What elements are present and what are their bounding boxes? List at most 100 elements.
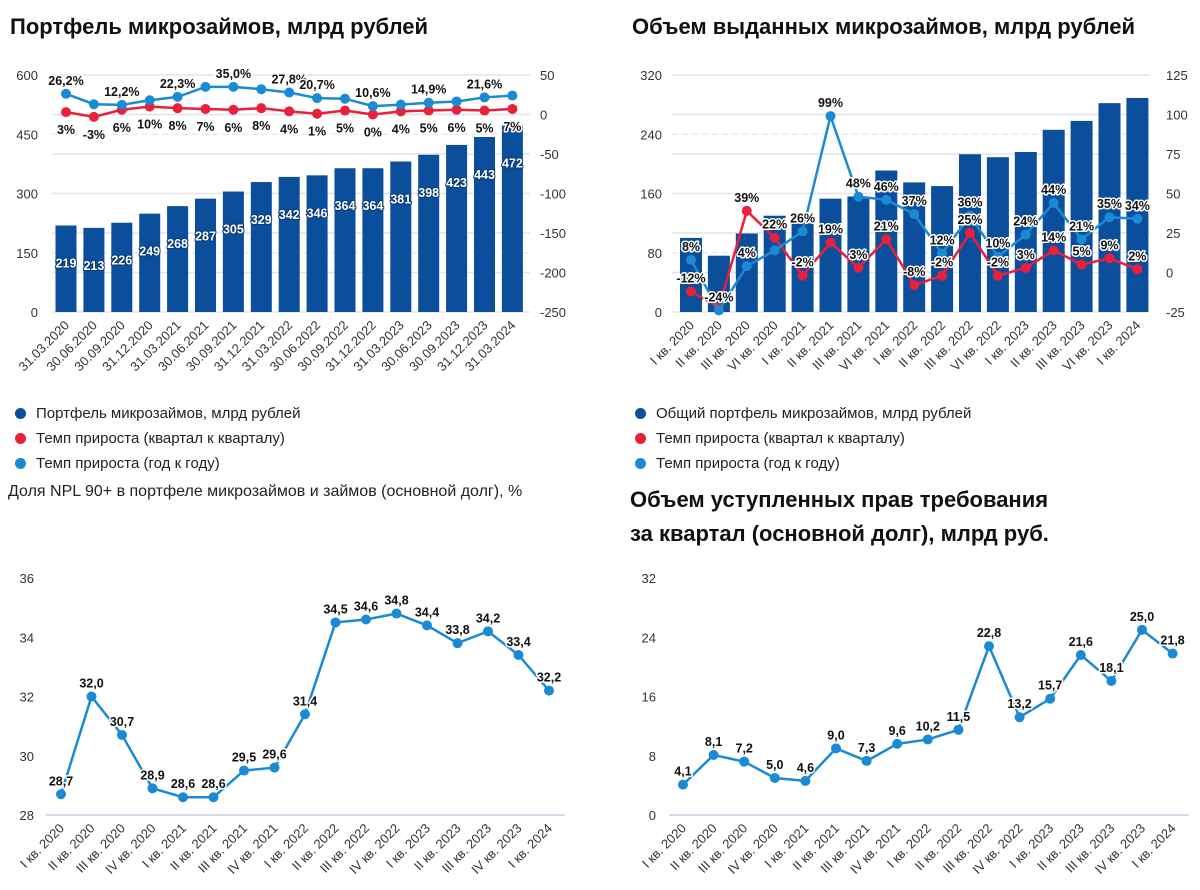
legend-item-yoy[interactable]: Темп прироста (год к году) [635,451,971,476]
data-point [937,270,948,281]
data-point [507,103,518,114]
bar [139,213,161,312]
legend-item-yoy[interactable]: Темп прироста (год к году) [15,451,300,476]
data-label: 18,1 [1099,661,1123,675]
data-point [1048,245,1059,256]
data-label: 4% [738,246,756,260]
data-point [172,91,183,102]
data-point [284,87,295,98]
left-axis-tick-label: 600 [16,68,38,83]
data-label: 10% [985,237,1010,251]
legend-label: Темп прироста (год к году) [656,455,840,472]
data-point [340,105,350,116]
data-point [452,638,463,649]
data-label: 5,0 [766,758,783,772]
data-point [239,765,249,776]
data-label: 20,7% [299,78,334,92]
data-point [1137,624,1147,635]
data-label: 99% [818,96,843,110]
legend-item-qoq[interactable]: Темп прироста (квартал к кварталу) [15,426,300,451]
bar [195,198,216,312]
data-point [708,750,719,761]
data-label: 21,8 [1160,634,1184,648]
data-point [992,270,1003,281]
assigned-chart-title: Объем уступленных прав требования за ква… [630,483,1049,551]
data-label: 26% [790,211,815,225]
data-label: -12% [676,271,705,285]
data-label: 34,5 [323,602,347,616]
data-label: 4% [392,122,410,136]
data-point [172,103,183,114]
right-axis-tick-label: 25 [1166,226,1180,241]
legend-marker-yoy [15,458,26,469]
bar [334,168,356,312]
data-label: 21,6 [1069,635,1093,649]
data-label: 13,2 [1007,697,1031,711]
data-label: 28,6 [171,777,195,791]
data-point [678,779,688,790]
data-point [922,734,933,745]
left-axis-tick-label: 24 [642,630,656,645]
legend-label: Темп прироста (квартал к кварталу) [36,430,285,447]
data-point [507,90,518,101]
data-point [88,99,99,110]
bar [501,125,523,312]
bar-value-label: 398 [418,186,439,200]
data-label: 10% [137,118,162,132]
data-point [117,730,127,741]
data-point [116,99,127,110]
bar [418,154,440,312]
legend-item-portfolio[interactable]: Портфель микрозаймов, млрд рублей [15,401,300,426]
bar-value-label: 423 [446,176,467,190]
right-axis-tick-label: 0 [540,108,547,123]
data-point [797,270,808,281]
bar-value-label: 219 [56,256,77,270]
data-label: 4% [280,122,298,136]
bar-value-label: 364 [362,199,383,213]
data-point [367,109,378,120]
right-axis-tick-label: 125 [1166,68,1188,83]
data-label: 22,8 [977,626,1001,640]
bar [55,225,77,312]
bar-value-label: 346 [307,206,328,220]
left-axis-tick-label: 240 [640,127,662,142]
left-axis-tick-label: 16 [642,690,656,705]
bar-value-label: 443 [474,168,495,182]
data-point [1020,262,1031,273]
data-label: 10,6% [355,86,390,100]
data-label: 6% [448,121,466,135]
data-label: 4,6 [797,761,814,775]
data-label: 3% [57,123,75,137]
data-label: 39% [734,191,759,205]
data-point [853,191,864,202]
data-label: 28,9 [140,768,164,782]
data-point [256,84,267,95]
bar-value-label: 364 [335,199,356,213]
data-point [992,251,1003,262]
bar [847,196,870,312]
data-label: -24% [704,290,733,304]
left-axis-tick-label: 0 [649,808,656,823]
bar-value-label: 342 [279,208,300,222]
data-point [741,205,752,216]
data-point [144,95,155,106]
legend-item-qoq[interactable]: Темп прироста (квартал к кварталу) [635,426,971,451]
right-axis-tick-label: 100 [1166,108,1188,123]
data-point [825,237,836,248]
data-point [984,641,994,652]
data-label: 21% [1069,219,1094,233]
data-point [479,92,490,103]
bar [83,227,105,312]
data-point [422,620,432,631]
data-point [86,691,97,702]
data-point [825,111,836,122]
data-label: 2% [1128,249,1146,263]
bar-value-label: 472 [502,157,523,171]
left-axis-tick-label: 0 [31,305,38,320]
legend-item-portfolio[interactable]: Общий портфель микрозаймов, млрд рублей [635,401,971,426]
data-point [937,248,948,259]
data-point [1014,712,1025,723]
data-label: 9,6 [889,724,906,738]
bar [222,191,244,312]
right-axis-tick-label: -25 [1166,305,1185,320]
